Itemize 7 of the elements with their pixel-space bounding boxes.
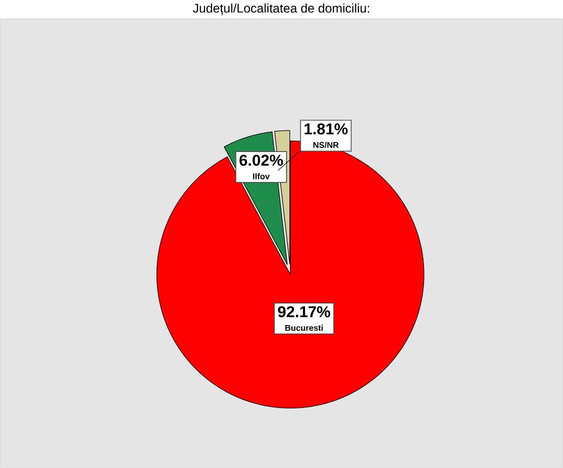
chart-title: Județul/Localitatea de domiciliu: [192, 4, 370, 16]
slice-label: NS/NR [313, 142, 339, 148]
slice-label: Bucuresti [285, 324, 323, 331]
data-label: 1.81% [304, 123, 348, 135]
data-label: 92.17% [278, 306, 330, 318]
data-label: 6.02% [240, 154, 283, 166]
slice-label: Ilfov [253, 173, 270, 180]
